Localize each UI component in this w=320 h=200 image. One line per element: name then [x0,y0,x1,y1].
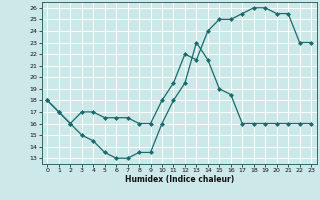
X-axis label: Humidex (Indice chaleur): Humidex (Indice chaleur) [124,175,234,184]
